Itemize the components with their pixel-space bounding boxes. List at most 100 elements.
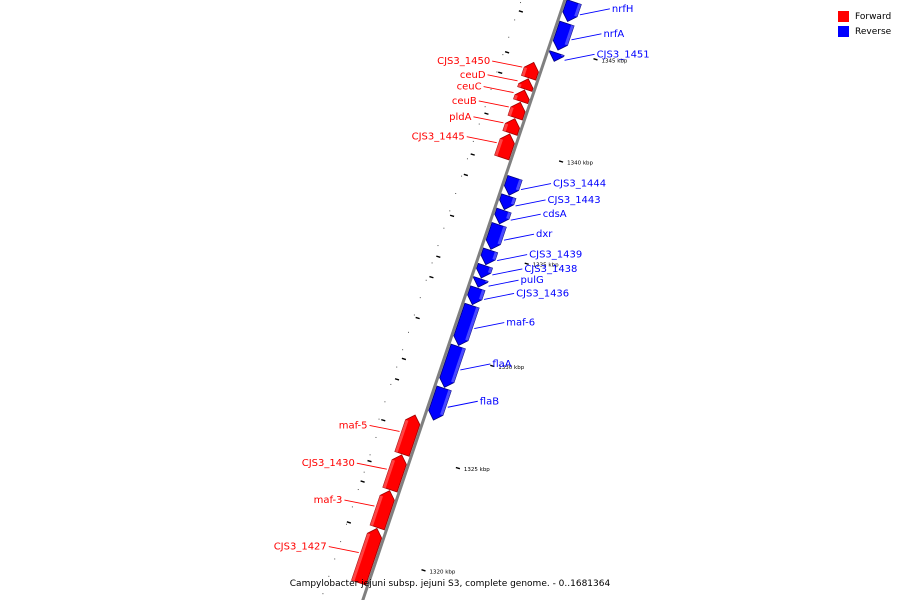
map-caption: Campylobacter jejuni subsp. jejuni S3, c… [289, 579, 611, 589]
gene-cdsA[interactable] [494, 207, 512, 225]
gene-nrfH[interactable] [562, 0, 582, 23]
gene-highlight [494, 138, 504, 157]
gene-body[interactable] [351, 527, 383, 586]
minor-tick [357, 489, 359, 491]
minor-tick [402, 349, 404, 351]
gene-label: maf-6 [506, 318, 535, 329]
gene-label-leader [474, 322, 505, 329]
minor-tick [390, 383, 392, 385]
gene-body[interactable] [520, 61, 539, 81]
gene-label-leader [344, 499, 375, 507]
gene-CJS3_1445[interactable] [494, 133, 515, 161]
major-tick [470, 153, 475, 156]
minor-tick [514, 19, 516, 21]
minor-tick [478, 123, 480, 125]
gene-highlight [382, 459, 396, 489]
minor-tick [443, 227, 445, 229]
gene-label-leader [515, 199, 546, 207]
gene-CJS3_1430[interactable] [382, 454, 407, 493]
gene-flaA[interactable] [439, 343, 466, 388]
minor-tick [322, 593, 324, 595]
gene-CJS3_1444[interactable] [503, 174, 523, 196]
gene-label-leader [447, 400, 478, 408]
major-tick [401, 357, 407, 361]
major-tick [346, 521, 352, 524]
gene-label-leader [328, 546, 359, 553]
gene-maf-3[interactable] [369, 490, 395, 531]
gene-CJS3_1439[interactable] [480, 247, 499, 266]
minor-tick [345, 523, 347, 525]
gene-body[interactable] [473, 276, 489, 288]
tick-label: 1330 kbp [498, 365, 524, 371]
gene-label-leader [356, 462, 387, 470]
gene-dxr[interactable] [485, 221, 507, 250]
gene-maf-5[interactable] [394, 414, 421, 457]
gene-body[interactable] [503, 174, 523, 196]
minor-tick [363, 471, 365, 473]
gene-label-leader [492, 60, 523, 68]
gene-label: CJS3_1436 [516, 288, 569, 299]
gene-ceuD[interactable] [517, 78, 534, 92]
gene-CJS3_1427[interactable] [351, 527, 383, 586]
gene-pldA[interactable] [502, 118, 520, 136]
gene-label: maf-5 [339, 420, 368, 431]
minor-tick [413, 314, 415, 316]
minor-tick [384, 401, 386, 403]
gene-label-leader [460, 363, 491, 371]
minor-tick [508, 36, 510, 38]
major-tick [436, 255, 441, 258]
gene-body[interactable] [382, 454, 407, 493]
gene-body[interactable] [369, 490, 395, 531]
gene-label-leader [503, 233, 535, 241]
gene-CJS3_1450[interactable] [520, 61, 539, 81]
major-tick [394, 378, 400, 381]
gene-body[interactable] [517, 78, 534, 92]
gene-CJS3_1436[interactable] [467, 285, 486, 306]
gene-label: ceuC [457, 82, 482, 93]
gene-highlight [484, 280, 489, 283]
gene-flaB[interactable] [428, 385, 452, 421]
gene-ceuB[interactable] [507, 101, 526, 121]
gene-highlight [521, 67, 528, 77]
major-tick [504, 51, 510, 54]
minor-tick [396, 366, 398, 368]
minor-tick [369, 454, 371, 456]
gene-highlight [465, 307, 480, 341]
gene-nrfA[interactable] [552, 20, 575, 51]
gene-body[interactable] [513, 89, 530, 105]
gene-label-leader [488, 279, 519, 287]
gene-label: CJS3_1443 [548, 195, 601, 206]
minor-tick [490, 88, 492, 90]
minor-tick [437, 245, 439, 247]
gene-highlight [510, 197, 516, 205]
gene-CJS3_1443[interactable] [499, 193, 517, 211]
gene-label: pulG [521, 275, 544, 286]
gene-body[interactable] [476, 262, 494, 279]
minor-tick [472, 140, 474, 142]
gene-label-leader [483, 86, 514, 94]
minor-tick [484, 106, 486, 108]
minor-tick [502, 54, 504, 56]
gene-highlight [478, 289, 485, 300]
minor-tick [520, 2, 522, 4]
minor-tick [351, 506, 353, 508]
major-tick [381, 418, 386, 422]
gene-pulG[interactable] [473, 276, 489, 288]
gene-highlight [487, 267, 493, 274]
gene-features [351, 0, 582, 586]
gene-label-leader [571, 33, 602, 41]
legend-item-forward: Forward [838, 9, 891, 24]
gene-maf-6[interactable] [453, 302, 480, 346]
gene-label: CJS3_1438 [524, 264, 577, 275]
major-tick [360, 480, 365, 483]
legend-item-reverse: Reverse [838, 24, 891, 39]
gene-CJS3_1438[interactable] [476, 262, 494, 279]
genome-backbone-line [361, 0, 567, 600]
gene-ceuC[interactable] [513, 89, 530, 105]
gene-body[interactable] [552, 20, 575, 51]
gene-label-leader [579, 8, 610, 16]
gene-CJS3_1451[interactable] [549, 50, 565, 62]
gene-body[interactable] [549, 50, 565, 62]
